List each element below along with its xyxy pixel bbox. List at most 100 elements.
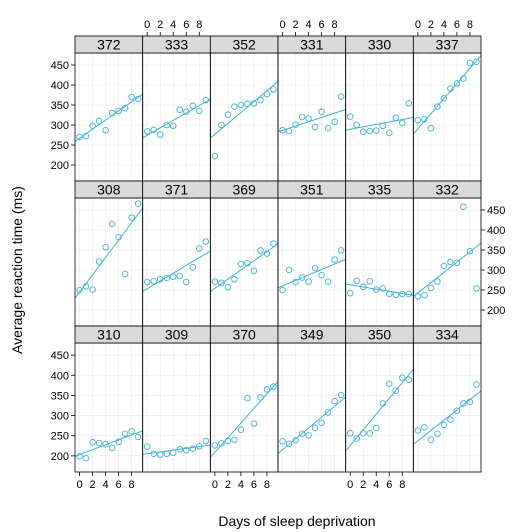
panel-308 [74, 180, 144, 327]
data-point [163, 121, 170, 129]
data-point [134, 200, 142, 207]
data-point [95, 117, 103, 125]
data-point [218, 121, 225, 129]
panel-border [209, 342, 279, 473]
data-point [231, 103, 238, 110]
strip-background [412, 325, 482, 344]
data-point [176, 272, 184, 280]
data-point [359, 283, 367, 291]
data-point [427, 284, 435, 292]
data-point [95, 258, 103, 265]
data-point [353, 121, 360, 129]
panel-label: 351 [300, 182, 324, 198]
panel-border [209, 52, 279, 182]
data-point [318, 271, 325, 279]
panel-label: 369 [232, 182, 256, 198]
x-tick-label: 6 [183, 19, 189, 31]
fit-line [413, 55, 482, 135]
x-tick-label: 2 [90, 479, 96, 491]
y-axis-title: Average reaction time (ms) [9, 186, 25, 354]
data-point [169, 273, 177, 281]
data-point [305, 278, 312, 285]
data-point [337, 93, 345, 100]
data-point [473, 285, 480, 292]
data-point [379, 285, 387, 292]
panel-371 [142, 180, 211, 327]
data-point [263, 90, 271, 98]
data-point [270, 383, 277, 390]
data-point [346, 289, 354, 297]
y-tick-label: 300 [487, 265, 505, 277]
data-point [285, 440, 293, 448]
panel-label: 309 [165, 327, 189, 343]
panel-border [277, 342, 347, 473]
data-point [311, 264, 319, 272]
data-point [405, 290, 413, 298]
fit-line [142, 444, 211, 455]
fit-line [413, 390, 482, 445]
data-point [128, 214, 135, 221]
data-point [134, 433, 142, 441]
x-tick-label: 0 [279, 19, 285, 31]
data-point [121, 430, 129, 437]
x-tick-label: 4 [441, 19, 447, 31]
data-point [379, 122, 387, 130]
data-point [337, 391, 345, 399]
data-point [427, 124, 435, 132]
data-point [257, 394, 264, 401]
panel-label: 370 [232, 327, 256, 343]
fit-line [74, 207, 144, 299]
data-point [169, 449, 177, 456]
data-point [196, 442, 203, 450]
data-point [211, 278, 219, 285]
data-point [447, 85, 454, 92]
data-point [270, 240, 277, 247]
data-point [386, 129, 393, 137]
data-point [196, 245, 203, 252]
fit-line [142, 250, 211, 292]
x-axis-title: Days of sleep deprivation [218, 513, 375, 529]
data-point [169, 122, 177, 130]
y-tick-label: 200 [51, 160, 69, 172]
data-point [421, 116, 428, 123]
data-point [405, 100, 413, 107]
data-point [453, 407, 461, 414]
x-tick-label: 0 [144, 19, 150, 31]
panel-label: 330 [368, 37, 392, 53]
data-point [250, 420, 258, 427]
panel-border [412, 342, 482, 473]
data-point [460, 400, 467, 407]
x-tick-label: 2 [293, 19, 299, 31]
x-tick-label: 6 [319, 19, 325, 31]
x-tick-label: 8 [399, 479, 405, 491]
x-tick-label: 2 [225, 479, 231, 491]
data-point [324, 409, 332, 416]
panel-label: 371 [165, 182, 189, 198]
data-point [359, 430, 367, 437]
data-point [263, 386, 271, 393]
panel-350 [345, 325, 414, 473]
data-point [372, 286, 380, 293]
panel-label: 331 [300, 37, 324, 53]
data-point [76, 453, 83, 460]
data-point [440, 421, 448, 429]
panel-border [74, 197, 144, 327]
data-point [89, 286, 96, 293]
data-point [156, 131, 164, 138]
data-point [466, 59, 474, 67]
x-tick-label: 6 [251, 479, 257, 491]
panel-332 [412, 180, 482, 327]
data-point [143, 443, 151, 450]
data-point [311, 123, 319, 131]
panel-349 [277, 325, 347, 473]
data-point [231, 436, 238, 444]
x-tick-label: 0 [212, 479, 218, 491]
panel-border [209, 197, 279, 327]
data-point [447, 258, 454, 266]
data-point [346, 113, 354, 120]
y-tick-label: 350 [51, 390, 69, 402]
panel-label: 310 [97, 327, 121, 343]
data-point [473, 58, 480, 66]
panel-351 [277, 180, 347, 327]
data-point [399, 119, 406, 127]
